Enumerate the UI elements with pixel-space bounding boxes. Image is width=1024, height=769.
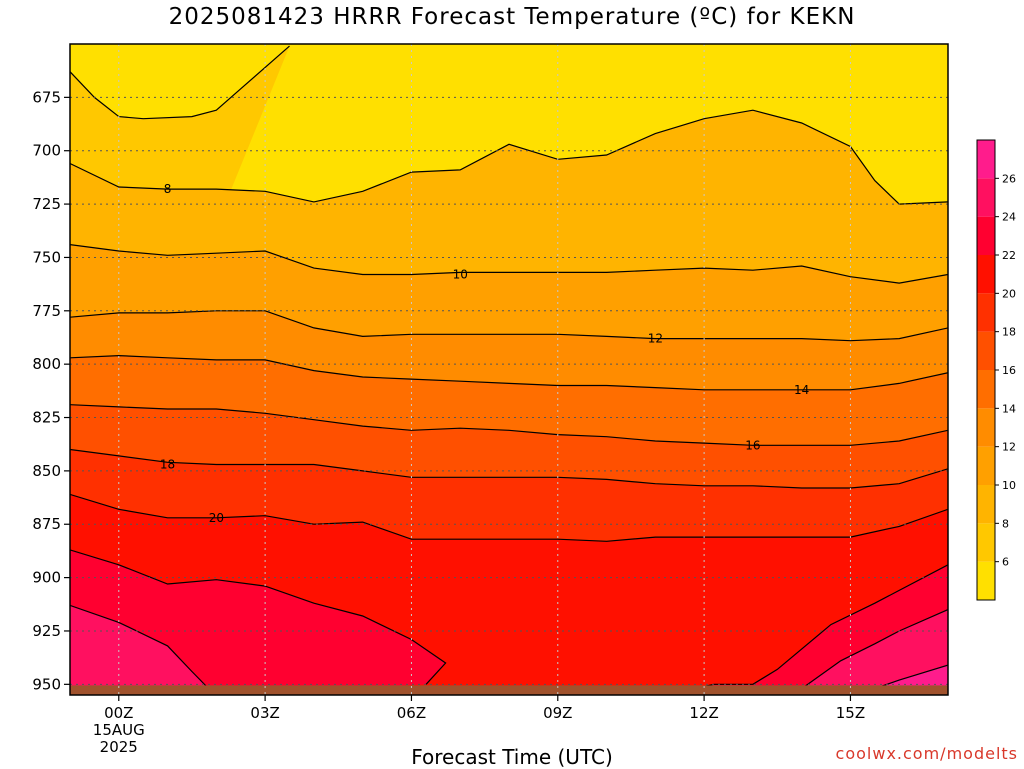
x-tick-label-12Z: 12Z [689,704,718,722]
contour-label-18: 18 [160,457,175,471]
colorbar-label-18: 18 [1002,326,1016,339]
colorbar-label-24: 24 [1002,211,1016,224]
plot-frame [69,43,949,696]
y-tick-label-900: 900 [32,569,61,587]
y-tick-label-950: 950 [32,675,61,693]
contour-line-6-0 [70,45,290,120]
contour-line-16-5 [70,404,948,446]
contour-label-16: 16 [745,438,760,452]
contour-label-12: 12 [648,332,663,346]
contour-line-18-6 [70,448,948,489]
colorbar-band-7 [977,293,995,332]
contour-line-20-7 [70,493,948,542]
credit-text: coolwx.com/modelts [835,744,1018,763]
y-tick-label-775: 775 [32,302,61,320]
y-tick-label-800: 800 [32,355,61,373]
temperature-field: 8 10 12 14 16 18 20 [70,44,948,695]
contour-label-10: 10 [453,268,468,282]
colorbar-band-4 [977,408,995,447]
x-tick-label-09Z: 09Z [543,704,572,722]
contour-line-22-9 [703,564,948,688]
colorbar-band-5 [977,370,995,409]
colorbar-label-8: 8 [1002,517,1009,530]
contour-line-14-4 [70,354,948,391]
colorbar-band-9 [977,216,995,255]
y-tick-label-875: 875 [32,515,61,533]
colorbar-label-6: 6 [1002,556,1009,569]
contour-label-8: 8 [164,182,172,196]
colorbar-band-11 [977,140,995,179]
colorbar-band-2 [977,485,995,524]
colorbar-label-26: 26 [1002,172,1016,185]
x-axis-label: Forecast Time (UTC) [411,745,613,769]
colorbar-band-3 [977,446,995,485]
colorbar-band-8 [977,255,995,294]
y-tick-label-825: 825 [32,409,61,427]
colorbar-label-20: 20 [1002,287,1016,300]
x-tick-date: 15AUG [93,721,145,739]
y-tick-label-925: 925 [32,622,61,640]
colorbar-band-6 [977,331,995,370]
contour-label-20: 20 [209,511,224,525]
contour-line-8-1 [70,109,948,205]
ground-surface [70,685,948,695]
x-tick-year: 2025 [100,738,138,756]
colorbar-label-16: 16 [1002,364,1016,377]
contour-line-12-3 [70,310,948,342]
y-tick-label-700: 700 [32,142,61,160]
colorbar-band-0 [977,561,995,600]
colorbar-band-1 [977,523,995,562]
colorbar-band-10 [977,178,995,217]
contour-line-10-2 [70,244,948,284]
x-tick-label-06Z: 06Z [397,704,426,722]
x-tick-label-00Z: 00Z [104,704,133,722]
y-tick-label-850: 850 [32,462,61,480]
x-tick-label-03Z: 03Z [250,704,279,722]
colorbar-label-10: 10 [1002,479,1016,492]
y-tick-label-750: 750 [32,248,61,266]
contour-line-22-8 [70,549,447,685]
x-tick-label-15Z: 15Z [836,704,865,722]
y-tick-label-725: 725 [32,195,61,213]
chart-title: 2025081423 HRRR Forecast Temperature (ºC… [168,4,856,30]
contour-line-24-10 [70,604,208,687]
colorbar-label-12: 12 [1002,441,1016,454]
y-tick-label-675: 675 [32,88,61,106]
contour-line-24-11 [801,609,948,690]
colorbar-label-22: 22 [1002,249,1016,262]
colorbar-label-14: 14 [1002,402,1016,415]
field-band-24-10 [70,605,207,695]
contour-label-14: 14 [794,383,809,397]
